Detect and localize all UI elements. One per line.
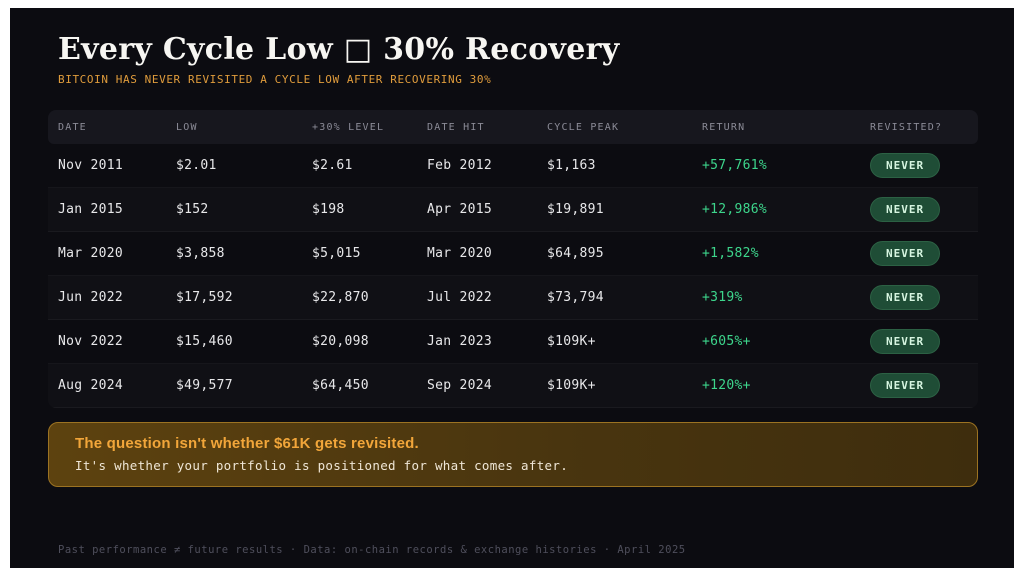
cell-low: $152	[176, 202, 209, 217]
cell-return: +605%+	[702, 334, 751, 349]
column-header-return: RETURN	[702, 121, 746, 133]
cell-cycle-peak: $73,794	[547, 290, 604, 305]
cell-date-hit: Mar 2020	[427, 246, 493, 261]
cell-cycle-peak: $19,891	[547, 202, 604, 217]
revisited-cell: NEVER	[870, 153, 968, 178]
never-badge: NEVER	[870, 373, 941, 398]
cell-low: $3,858	[176, 246, 225, 261]
revisited-cell: NEVER	[870, 373, 968, 398]
cycle-low-table: DATE LOW +30% LEVEL DATE HIT CYCLE PEAK …	[48, 110, 978, 408]
cell-date: Nov 2022	[58, 334, 124, 349]
cell-plus30-level: $198	[312, 202, 345, 217]
table-row: Jan 2015 $152 $198 Apr 2015 $19,891 +12,…	[48, 188, 978, 232]
callout: The question isn't whether $61K gets rev…	[48, 422, 978, 487]
cell-date-hit: Feb 2012	[427, 158, 493, 173]
revisited-cell: NEVER	[870, 197, 968, 222]
cell-plus30-level: $20,098	[312, 334, 369, 349]
cell-date: Mar 2020	[58, 246, 124, 261]
cell-low: $17,592	[176, 290, 233, 305]
never-badge: NEVER	[870, 153, 941, 178]
callout-headline: The question isn't whether $61K gets rev…	[75, 435, 419, 452]
column-header-revisited: REVISITED?	[870, 121, 943, 133]
cell-cycle-peak: $109K+	[547, 378, 596, 393]
column-header-plus30-level: +30% LEVEL	[312, 121, 385, 133]
column-header-cycle-peak: CYCLE PEAK	[547, 121, 620, 133]
cell-date: Jan 2015	[58, 202, 124, 217]
table-row: Nov 2022 $15,460 $20,098 Jan 2023 $109K+…	[48, 320, 978, 364]
cell-date: Jun 2022	[58, 290, 124, 305]
cell-plus30-level: $5,015	[312, 246, 361, 261]
table-row: Aug 2024 $49,577 $64,450 Sep 2024 $109K+…	[48, 364, 978, 408]
cell-low: $15,460	[176, 334, 233, 349]
cell-plus30-level: $2.61	[312, 158, 353, 173]
never-badge: NEVER	[870, 241, 941, 266]
cell-low: $2.01	[176, 158, 217, 173]
cell-date: Aug 2024	[58, 378, 124, 393]
column-header-low: LOW	[176, 121, 198, 133]
cell-plus30-level: $22,870	[312, 290, 369, 305]
never-badge: NEVER	[870, 329, 941, 354]
cell-return: +1,582%	[702, 246, 759, 261]
column-header-date-hit: DATE HIT	[427, 121, 485, 133]
table-row: Jun 2022 $17,592 $22,870 Jul 2022 $73,79…	[48, 276, 978, 320]
table-row: Nov 2011 $2.01 $2.61 Feb 2012 $1,163 +57…	[48, 144, 978, 188]
never-badge: NEVER	[870, 197, 941, 222]
cell-cycle-peak: $109K+	[547, 334, 596, 349]
page-subtitle: BITCOIN HAS NEVER REVISITED A CYCLE LOW …	[58, 73, 492, 86]
cell-return: +57,761%	[702, 158, 768, 173]
table-header-row: DATE LOW +30% LEVEL DATE HIT CYCLE PEAK …	[48, 110, 978, 144]
cell-return: +120%+	[702, 378, 751, 393]
never-badge: NEVER	[870, 285, 941, 310]
cell-cycle-peak: $64,895	[547, 246, 604, 261]
cell-cycle-peak: $1,163	[547, 158, 596, 173]
cell-plus30-level: $64,450	[312, 378, 369, 393]
revisited-cell: NEVER	[870, 329, 968, 354]
page-title: Every Cycle Low □ 30% Recovery	[58, 32, 620, 67]
cell-return: +12,986%	[702, 202, 768, 217]
infographic-panel: Every Cycle Low □ 30% Recovery BITCOIN H…	[10, 8, 1014, 568]
revisited-cell: NEVER	[870, 241, 968, 266]
footer-disclaimer: Past performance ≠ future results · Data…	[58, 544, 686, 556]
cell-date-hit: Apr 2015	[427, 202, 493, 217]
callout-body: It's whether your portfolio is positione…	[75, 458, 569, 473]
cell-return: +319%	[702, 290, 743, 305]
cell-low: $49,577	[176, 378, 233, 393]
cell-date-hit: Sep 2024	[427, 378, 493, 393]
column-header-date: DATE	[58, 121, 87, 133]
table-row: Mar 2020 $3,858 $5,015 Mar 2020 $64,895 …	[48, 232, 978, 276]
revisited-cell: NEVER	[870, 285, 968, 310]
cell-date: Nov 2011	[58, 158, 124, 173]
cell-date-hit: Jul 2022	[427, 290, 493, 305]
cell-date-hit: Jan 2023	[427, 334, 493, 349]
